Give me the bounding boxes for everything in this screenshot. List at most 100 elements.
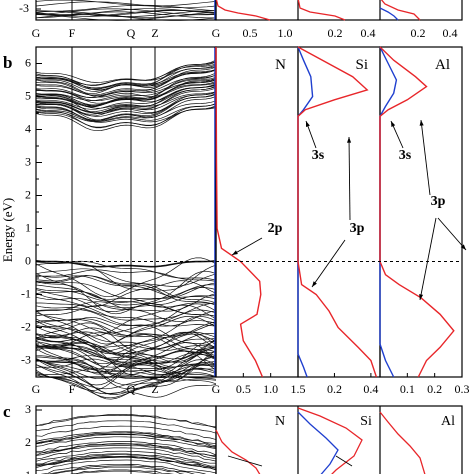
annotation-al-3p: 3p	[431, 194, 446, 209]
arrow-si-3p-up-head	[347, 137, 352, 143]
panel-a-band-line	[35, 10, 217, 17]
valence-band-line	[35, 287, 217, 312]
energy-ytick-label: 1	[25, 220, 31, 234]
orbital-annotations: 2p 3s 3p 3s 3p	[231, 119, 467, 301]
valence-band-line	[36, 302, 217, 321]
dos-curve-n-2p	[215, 46, 264, 378]
panel-a-si-curve	[297, 0, 346, 21]
panel-a-band-line	[35, 11, 216, 19]
panel-c-band-line	[35, 450, 217, 464]
panel-c-band-line	[35, 459, 217, 474]
annotation-n-2p: 2p	[268, 221, 283, 236]
valence-band-line	[35, 305, 217, 327]
valence-band-line	[35, 348, 217, 380]
annotation-si-3s: 3s	[312, 148, 325, 163]
panel-c-y-axis: 1 2 3	[25, 402, 42, 474]
dos-element-label: N	[275, 57, 286, 73]
panel-c: c N Si Al 1 2 3	[3, 402, 463, 474]
arrow-n-2p-head	[232, 250, 238, 255]
dos-curve-si-3s	[297, 46, 314, 378]
valence-band-line	[35, 282, 217, 299]
dos-xtick-label: 1.5	[291, 382, 306, 396]
panel-a-dos-xtick-label: 0.2	[328, 26, 343, 40]
valence-band-line	[35, 350, 217, 373]
valence-band-line	[35, 344, 217, 375]
dos-element-label: Si	[355, 57, 368, 73]
valence-band-line	[35, 355, 217, 390]
panel-c-band-line	[40, 463, 207, 474]
annotation-al-3s: 3s	[399, 148, 412, 163]
panel-c-band-line	[35, 447, 217, 462]
panel-c-al-3p-curve	[379, 411, 426, 474]
valence-band-maximum-line	[35, 260, 217, 268]
panel-c-band-line	[75, 470, 163, 474]
valence-band-line	[35, 284, 217, 303]
conduction-band-line	[35, 63, 217, 86]
conduction-band-line	[35, 74, 217, 99]
valence-band-line	[35, 303, 217, 345]
panel-c-band-line	[70, 469, 175, 474]
panel-a-dos-xtick-label: 0.4	[361, 26, 376, 40]
panel-b-x-ticks: G F Q Z G 0.5 1.0 1.5 0.2 0.4 0.1 0.2 0.3	[32, 373, 470, 396]
panel-b-label: b	[3, 53, 12, 72]
conduction-band-line	[35, 61, 217, 90]
annotation-si-3p: 3p	[350, 221, 365, 236]
energy-y-axis: -3 -2 -1 0 1 2 3 4 5 6	[21, 46, 42, 378]
panel-a-band-line	[35, 0, 217, 7]
k-point-label: Z	[151, 382, 158, 396]
panel-c-ytick-label: 3	[25, 402, 31, 416]
valence-band-line	[35, 338, 217, 377]
panel-c-band-line	[51, 466, 185, 474]
valence-band-line	[35, 269, 217, 282]
dos-curve-al-3p	[379, 46, 455, 378]
energy-ytick-label: 4	[25, 121, 31, 135]
valence-band-line	[35, 280, 217, 305]
valence-band-line	[35, 280, 217, 308]
energy-ytick-label: 0	[25, 253, 31, 267]
valence-band-line	[35, 291, 217, 312]
dos-xtick-label: 0.4	[363, 382, 378, 396]
energy-ytick-label: -3	[21, 352, 31, 366]
panel-a-k-label: Q	[127, 26, 136, 40]
dos-xtick-label: 1.0	[263, 382, 278, 396]
panel-c-band-line	[35, 432, 217, 447]
conduction-band-line	[35, 78, 217, 98]
panel-c-band-line	[35, 420, 217, 434]
valence-band-line	[35, 274, 217, 300]
arrow-si-3s-head	[306, 121, 310, 127]
energy-ytick-label: -1	[21, 286, 31, 300]
k-point-label: G	[32, 382, 41, 396]
conduction-band-line	[35, 74, 217, 107]
panel-a-k-label: F	[69, 26, 76, 40]
energy-axis-label: Energy (eV)	[0, 198, 15, 262]
valence-band-line	[35, 304, 217, 337]
valence-band-line	[35, 322, 217, 364]
panel-c-ytick-label: 2	[25, 435, 31, 449]
conduction-band-line	[35, 66, 217, 91]
k-point-label: F	[69, 382, 76, 396]
arrow-al-3p-side-head	[460, 244, 466, 250]
panel-c-band-line	[35, 443, 217, 456]
panel-a-al-3p-curve	[380, 0, 421, 21]
dos-xtick-label: 0.3	[455, 382, 470, 396]
dos-frame-n	[215, 46, 299, 378]
dos-subplots: N Si Al	[215, 46, 463, 378]
valence-band-line	[35, 340, 217, 377]
arrow-si-3p-down-head	[312, 281, 317, 287]
panel-a-n-curve	[215, 0, 271, 21]
conduction-band-line	[35, 103, 217, 122]
panel-c-n-curve	[215, 429, 261, 474]
arrow-al-3p-down-shaft	[419, 217, 437, 301]
arrow-al-3p-up-head	[419, 120, 424, 126]
panel-a-band-line	[35, 4, 217, 12]
panel-a-dos-frame	[215, 0, 463, 21]
valence-band-line	[35, 342, 217, 382]
panel-c-arrow-n	[227, 455, 263, 467]
panel-b: b N Si Al -3 -2 -1 0 1 2 3 4 5 6 Energy (eV) G F Q Z G 0…	[0, 46, 470, 400]
energy-ytick-label: 6	[25, 55, 31, 69]
panel-c-si-3p-curve	[297, 407, 363, 474]
arrow-al-3p-side-shaft	[437, 217, 467, 251]
valence-band-line	[35, 309, 217, 327]
panel-a: -3 G F Q Z G 0.5 1.0 0.2 0.4 0.2 0.4	[19, 0, 463, 40]
